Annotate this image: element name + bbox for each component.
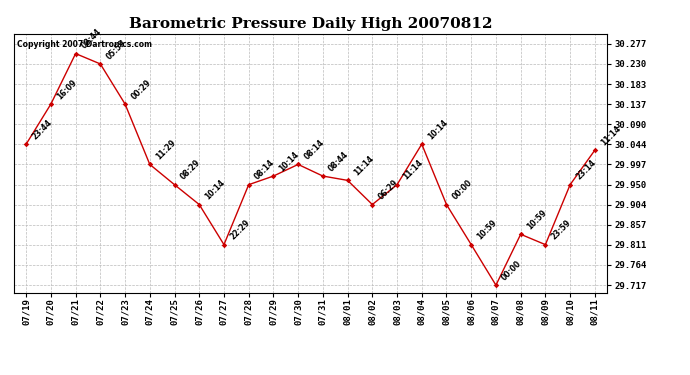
Text: 06:29: 06:29: [377, 178, 400, 202]
Text: 10:59: 10:59: [525, 208, 548, 231]
Text: 08:14: 08:14: [302, 138, 326, 162]
Point: [95, 61, 106, 67]
Text: 10:14: 10:14: [426, 118, 449, 141]
Text: 00:29: 00:29: [129, 78, 152, 101]
Point: [268, 173, 279, 179]
Text: 10:59: 10:59: [475, 219, 499, 242]
Point: [21, 141, 32, 147]
Text: 08:44: 08:44: [80, 27, 104, 51]
Text: 08:29: 08:29: [179, 158, 202, 182]
Text: 11:14: 11:14: [599, 124, 622, 147]
Point: [70, 51, 81, 57]
Point: [46, 101, 57, 107]
Point: [169, 182, 180, 188]
Text: 16:09: 16:09: [55, 78, 79, 101]
Text: 11:14: 11:14: [401, 159, 424, 182]
Text: 10:14: 10:14: [204, 178, 227, 202]
Text: 11:14: 11:14: [352, 154, 375, 178]
Point: [491, 282, 502, 288]
Text: 10:14: 10:14: [277, 150, 301, 173]
Point: [144, 161, 155, 167]
Point: [466, 242, 477, 248]
Point: [342, 177, 353, 183]
Point: [416, 141, 427, 147]
Text: 00:00: 00:00: [451, 178, 474, 202]
Text: Copyright 2007 Dartronics.com: Copyright 2007 Dartronics.com: [17, 40, 152, 49]
Text: 00:00: 00:00: [500, 259, 524, 282]
Point: [219, 242, 230, 248]
Point: [589, 147, 600, 153]
Text: 08:14: 08:14: [253, 158, 277, 182]
Point: [367, 201, 378, 207]
Text: 22:29: 22:29: [228, 218, 252, 242]
Text: 23:59: 23:59: [549, 219, 573, 242]
Title: Barometric Pressure Daily High 20070812: Barometric Pressure Daily High 20070812: [129, 17, 492, 31]
Point: [515, 231, 526, 237]
Text: 11:29: 11:29: [154, 138, 177, 162]
Point: [194, 201, 205, 207]
Point: [564, 182, 575, 188]
Point: [317, 173, 328, 179]
Point: [441, 201, 452, 207]
Text: 08:44: 08:44: [327, 150, 351, 173]
Point: [119, 101, 130, 107]
Point: [243, 182, 254, 188]
Text: 23:44: 23:44: [30, 118, 54, 141]
Text: 23:14: 23:14: [574, 159, 598, 182]
Point: [540, 242, 551, 248]
Point: [293, 161, 304, 167]
Point: [391, 182, 402, 188]
Text: 05:59: 05:59: [104, 38, 128, 61]
